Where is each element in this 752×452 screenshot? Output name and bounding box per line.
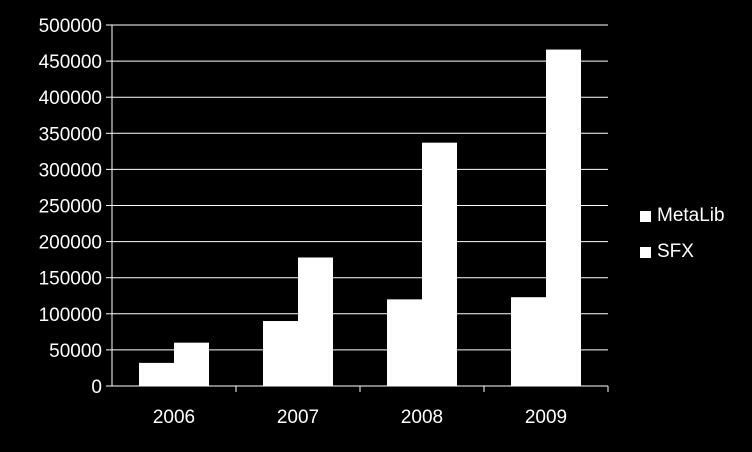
bar-sfx-2007 xyxy=(298,257,333,386)
y-tick-label: 450000 xyxy=(39,52,102,73)
y-tick-label: 150000 xyxy=(39,269,102,290)
y-tick-label: 350000 xyxy=(39,124,102,145)
legend-label-metalib: MetaLib xyxy=(657,205,725,226)
y-tick-label: 250000 xyxy=(39,197,102,218)
y-tick-label: 50000 xyxy=(49,341,102,362)
bar-sfx-2009 xyxy=(546,49,581,386)
bar-metalib-2008 xyxy=(387,299,422,386)
x-tick-label: 2009 xyxy=(525,407,567,428)
y-tick-label: 300000 xyxy=(39,160,102,181)
y-tick-label: 400000 xyxy=(39,88,102,109)
legend-swatch-metalib xyxy=(640,210,651,222)
legend-item-sfx: SFX xyxy=(640,234,725,270)
legend: MetaLib SFX xyxy=(640,198,725,270)
legend-label-sfx: SFX xyxy=(657,241,694,262)
bar-metalib-2009 xyxy=(511,297,546,386)
bar-metalib-2006 xyxy=(139,362,174,386)
x-axis: 2006 2007 2008 2009 xyxy=(111,25,609,428)
y-tick-label: 200000 xyxy=(39,233,102,254)
y-tick-label: 500000 xyxy=(39,16,102,37)
legend-swatch-sfx xyxy=(640,246,651,258)
y-tick-label: 0 xyxy=(91,377,102,398)
y-axis-tick-labels: 0 50000 100000 150000 200000 250000 300000 3500… xyxy=(39,16,102,398)
bar-sfx-2006 xyxy=(174,342,209,386)
bar-sfx-2008 xyxy=(422,142,457,386)
x-tick-label: 2007 xyxy=(277,407,319,428)
legend-item-metalib: MetaLib xyxy=(640,198,725,234)
bars xyxy=(139,49,581,386)
bar-metalib-2007 xyxy=(263,321,298,386)
y-tick-label: 100000 xyxy=(39,305,102,326)
x-tick-label: 2006 xyxy=(153,407,195,428)
x-tick-label: 2008 xyxy=(401,407,443,428)
